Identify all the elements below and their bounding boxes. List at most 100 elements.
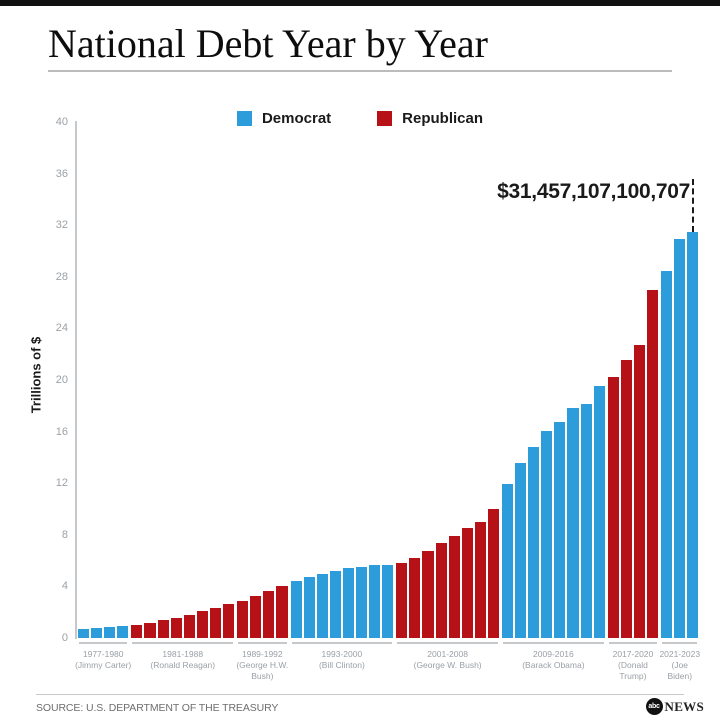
y-tick-label: 8 — [61, 528, 68, 541]
x-axis-group-line — [79, 642, 128, 644]
x-axis-group-label: 2001-2008 (George W. Bush) — [388, 649, 507, 671]
group-period-label: 2017-2020 — [612, 649, 654, 659]
y-tick-label: 28 — [55, 270, 68, 283]
bar-1979 — [104, 627, 116, 638]
debt-total-label: $31,457,107,100,707 — [497, 180, 690, 203]
bar-group-2001-2008: 2001-2008 (George W. Bush) — [396, 122, 499, 671]
x-axis-group-line — [132, 642, 234, 644]
abc-logo-icon: abc — [645, 698, 663, 715]
y-tick-label: 12 — [55, 477, 68, 490]
bar-2013 — [554, 422, 566, 638]
legend-item-democrat: Democrat — [236, 110, 332, 127]
page-title: National Debt Year by Year — [48, 21, 488, 66]
x-axis-group-label: 1977-1980 (Jimmy Carter) — [70, 649, 136, 671]
bar-2012 — [541, 431, 553, 638]
news-wordmark: NEWS — [664, 698, 704, 714]
bar-2021 — [661, 271, 673, 638]
bar-2004 — [435, 543, 447, 638]
x-axis-group-line — [608, 642, 658, 644]
group-period-label: 2009-2016 — [533, 649, 574, 659]
legend-label: Democrat — [261, 110, 332, 127]
bar-group-1977-1980: 1977-1980 (Jimmy Carter) — [75, 122, 131, 671]
bar-1999 — [369, 565, 381, 638]
x-axis-group-label: 1989-1992 (George H.W. Bush) — [229, 649, 295, 682]
bar-2010 — [515, 463, 527, 638]
bar-2007 — [474, 522, 486, 638]
bar-group-bars — [607, 122, 659, 638]
footer-divider — [36, 694, 684, 695]
group-period-label: 1989-1992 — [241, 649, 283, 659]
x-axis-group-label: 2021-2023 (Joe Biden) — [653, 649, 706, 682]
bar-1982 — [144, 623, 156, 638]
bar-2001 — [396, 563, 408, 638]
legend-label: Republican — [402, 110, 484, 127]
bar-group-bars — [502, 122, 605, 638]
bar-2017 — [607, 377, 619, 638]
bar-1985 — [183, 615, 195, 638]
bar-group-2009-2016: 2009-2016 (Barack Obama) — [502, 122, 605, 671]
bar-1998 — [355, 567, 368, 638]
bar-1996 — [329, 571, 341, 638]
y-tick-label: 36 — [55, 167, 68, 180]
x-axis-group-line — [397, 642, 498, 644]
bar-2014 — [567, 408, 579, 638]
title-divider — [48, 70, 672, 72]
y-tick-label: 16 — [55, 425, 68, 438]
abc-news-logo: abc NEWS — [645, 698, 705, 715]
x-axis-group-label: 2017-2020 (Donald Trump) — [600, 649, 666, 682]
y-tick-label: 24 — [55, 322, 68, 335]
bar-group-bars — [237, 122, 288, 638]
bar-group-bars — [78, 122, 129, 638]
bar-1980 — [117, 626, 129, 638]
group-period-label: 1977-1980 — [82, 649, 124, 659]
bar-1987 — [209, 608, 222, 638]
bar-group-1981-1988: 1981-1988 (Ronald Reagan) — [131, 122, 235, 671]
bar-2006 — [461, 528, 473, 638]
x-axis-group-line — [503, 642, 604, 644]
x-axis-group-label: 1981-1988 (Ronald Reagan) — [123, 649, 242, 671]
bar-1993 — [290, 581, 302, 638]
group-period-label: 1981-1988 — [162, 649, 204, 659]
bar-group-bars — [661, 122, 699, 638]
bar-group-bars — [131, 122, 235, 638]
bar-1989 — [237, 601, 249, 638]
bar-2002 — [409, 558, 421, 638]
annotation-dashed-line — [692, 179, 694, 232]
bar-1994 — [303, 577, 315, 638]
x-axis-group-line — [291, 642, 393, 644]
group-period-label: 1993-2000 — [321, 649, 363, 659]
bar-2015 — [580, 404, 592, 638]
bar-1990 — [250, 596, 262, 638]
bar-group-bars — [396, 122, 499, 638]
bar-2020 — [647, 290, 659, 638]
group-president-label: (Donald Trump) — [618, 660, 648, 682]
group-president-label: (Ronald Reagan) — [150, 660, 216, 671]
bar-group-bars — [290, 122, 394, 638]
bar-group-1989-1992: 1989-1992 (George H.W. Bush) — [236, 122, 288, 682]
bar-2011 — [528, 447, 540, 638]
y-tick-label: 4 — [61, 580, 68, 593]
bar-chart: 1977-1980 (Jimmy Carter) 1981-1988 (Ronald … — [75, 122, 700, 681]
bar-2009 — [502, 484, 514, 638]
chart-legend: Democrat Republican — [0, 110, 720, 127]
bar-1997 — [342, 568, 354, 638]
bar-2023 — [687, 232, 699, 638]
y-tick-label: 40 — [55, 116, 68, 128]
bar-1986 — [196, 611, 208, 638]
group-president-label: (George H.W. Bush) — [236, 660, 289, 682]
legend-swatch-icon — [377, 111, 393, 126]
y-axis-line — [75, 121, 77, 639]
legend-swatch-icon — [236, 111, 252, 126]
group-president-label: (Barack Obama) — [522, 660, 585, 671]
bar-2016 — [593, 386, 605, 638]
bar-group-2017-2020: 2017-2020 (Donald Trump) — [607, 122, 659, 682]
bar-1981 — [131, 625, 143, 638]
bar-1978 — [91, 628, 103, 638]
bar-1992 — [276, 586, 288, 638]
group-president-label: (Jimmy Carter) — [75, 660, 132, 671]
top-black-bar — [0, 0, 720, 6]
y-tick-label: 32 — [55, 219, 68, 232]
bar-2003 — [422, 551, 434, 638]
group-period-label: 2001-2008 — [427, 649, 468, 659]
